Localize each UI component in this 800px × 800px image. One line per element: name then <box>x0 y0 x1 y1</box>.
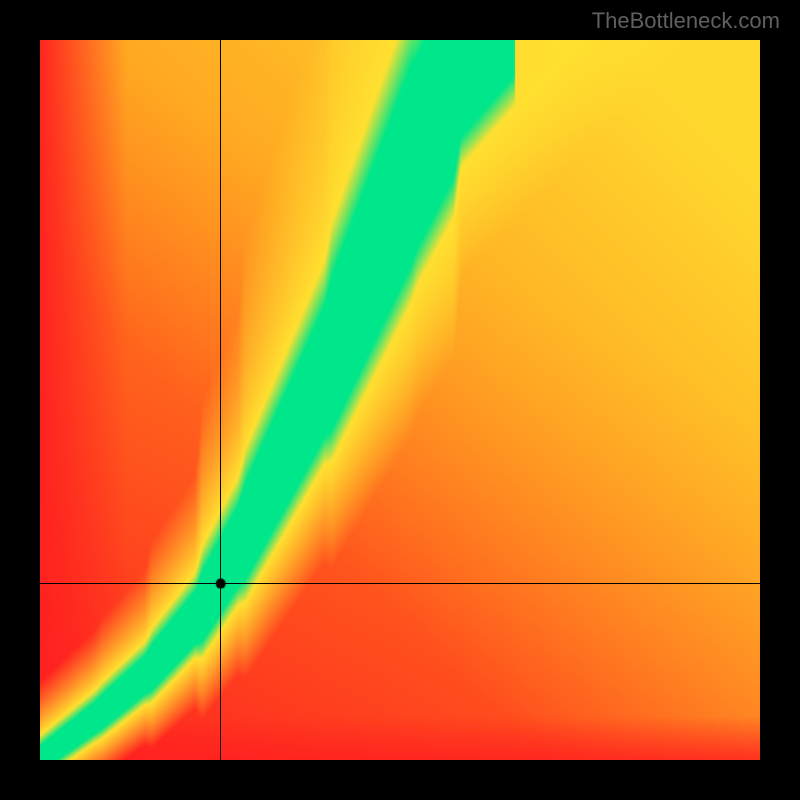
chart-container <box>0 0 800 800</box>
crosshair-marker <box>40 40 760 760</box>
crosshair-horizontal <box>40 583 760 584</box>
watermark-text: TheBottleneck.com <box>592 8 780 34</box>
crosshair-vertical <box>220 40 221 760</box>
